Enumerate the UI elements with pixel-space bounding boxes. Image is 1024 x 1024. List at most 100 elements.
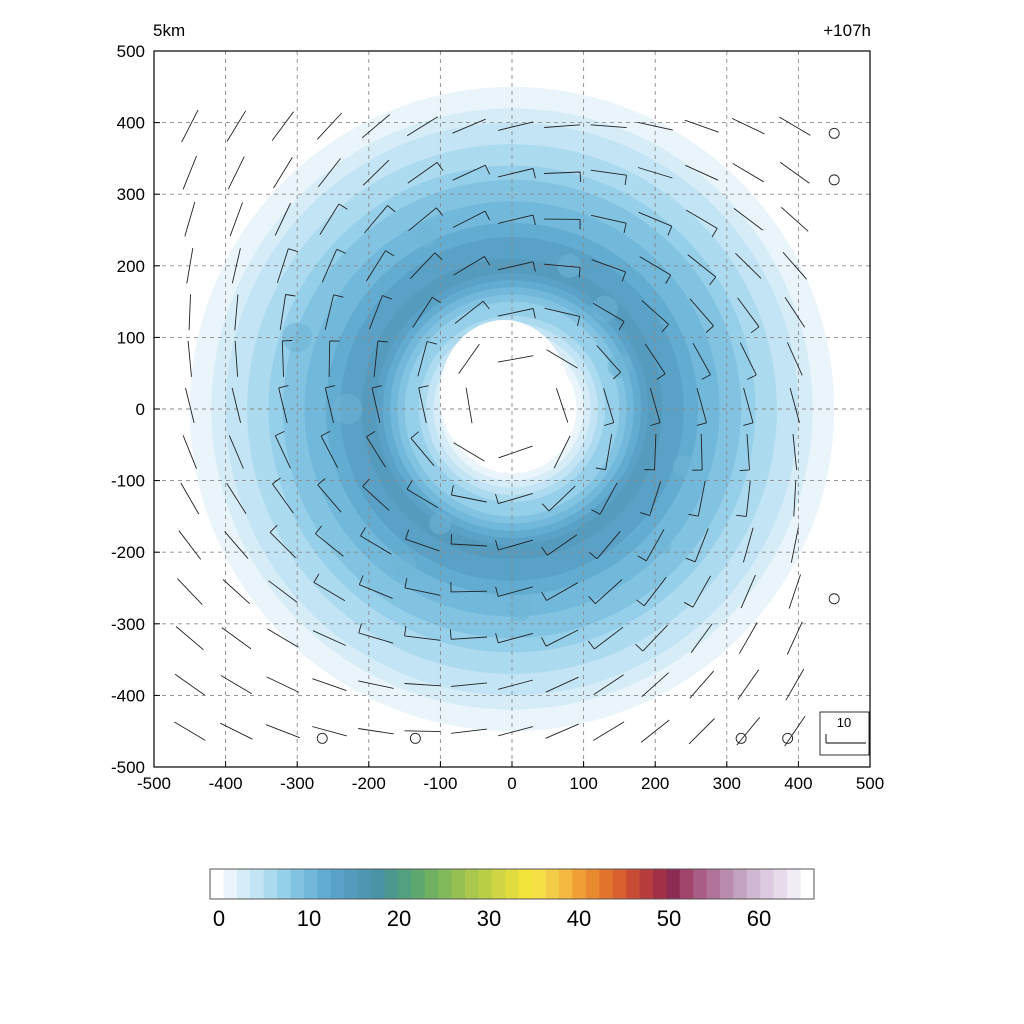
wind-barb [224, 531, 249, 559]
x-tick-label: 200 [641, 774, 669, 793]
wind-barb [273, 157, 293, 189]
wind-barb [408, 207, 444, 232]
wind-barb [409, 252, 443, 280]
wind-barb [313, 573, 346, 602]
wind-barb [591, 482, 618, 515]
wind-barb [373, 340, 388, 377]
wind-barb [267, 628, 299, 648]
wind-barb [412, 296, 441, 328]
wind-barb [319, 203, 348, 235]
field-patch [282, 322, 313, 353]
wind-barb [497, 261, 536, 272]
colorbar-swatch [277, 869, 292, 899]
plot-area [153, 50, 871, 768]
wind-barb [358, 680, 394, 689]
wind-barb [321, 248, 346, 283]
wind-barb [498, 726, 534, 737]
wind-barb [405, 529, 440, 552]
wind-barb [404, 578, 441, 596]
wind-barb [231, 387, 242, 424]
calm-marker [316, 732, 328, 744]
wind-barb [274, 202, 292, 236]
wind-barb [182, 435, 197, 469]
wind-barb [638, 211, 673, 236]
colorbar-swatch [344, 869, 359, 899]
colorbar-swatch [666, 869, 681, 899]
colorbar-tick-label: 20 [387, 906, 411, 931]
wind-reference-label: 10 [837, 715, 851, 730]
wind-barb [739, 342, 757, 380]
wind-barb [732, 163, 765, 183]
colorbar-swatch [639, 869, 654, 899]
wind-barb [781, 206, 809, 232]
wind-barb [541, 534, 578, 556]
colorbar-tick-label: 10 [297, 906, 321, 931]
y-tick-label: -400 [111, 686, 145, 705]
wind-barb [229, 202, 244, 237]
wind-barb [495, 632, 534, 644]
colorbar-swatch [263, 869, 278, 899]
wind-barb [784, 716, 806, 747]
wind-barb [793, 480, 797, 517]
calm-marker [828, 593, 840, 605]
wind-barb [404, 683, 441, 687]
wind-barb [234, 294, 239, 331]
colorbar-swatch [572, 869, 587, 899]
wind-barb [637, 121, 673, 131]
wind-barb [555, 388, 569, 423]
calm-marker [409, 732, 421, 744]
wind-barb [176, 578, 203, 605]
wind-barb [779, 161, 810, 184]
wind-barb [740, 574, 756, 609]
colorbar-swatch [693, 869, 708, 899]
colorbar-swatch [411, 869, 426, 899]
colorbar-swatch [679, 869, 694, 899]
wind-barb [369, 295, 392, 330]
wind-barb [590, 124, 627, 129]
wind-barb [360, 527, 392, 555]
wind-barb [587, 626, 624, 650]
chart-title-right: +107h [823, 21, 871, 40]
wind-barb [358, 623, 394, 644]
colorbar-swatch [317, 869, 332, 899]
wind-barb [495, 539, 534, 551]
chart-title-left: 5km [153, 21, 185, 40]
wind-barb [644, 433, 657, 471]
colorbar-swatch [371, 869, 386, 899]
colorbar-swatch [612, 869, 627, 899]
wind-barb [452, 210, 491, 228]
wind-barb [361, 114, 390, 139]
wind-barb [454, 300, 490, 324]
y-tick-label: 400 [117, 114, 145, 133]
wind-barb [226, 110, 247, 142]
wind-barb [591, 259, 627, 282]
wind-barb [182, 155, 197, 190]
wind-barb [311, 726, 347, 737]
wind-barb [641, 672, 669, 698]
calm-marker [828, 174, 840, 186]
field-patch [507, 597, 532, 622]
x-tick-label: 300 [713, 774, 741, 793]
wind-barbs [174, 109, 811, 747]
wind-barb [174, 673, 205, 696]
wind-barb [328, 340, 340, 377]
wind-barb [178, 530, 202, 560]
wind-barb [497, 214, 536, 226]
wind-barb [180, 482, 200, 515]
wind-barb [731, 117, 765, 135]
colorbar-swatch [505, 869, 520, 899]
wind-barb [596, 345, 621, 380]
wind-barb [410, 431, 435, 467]
wind-barb [317, 477, 342, 513]
wind-barb [784, 297, 806, 328]
wind-barb [272, 477, 294, 514]
intensity-field [175, 72, 849, 746]
wind-barb [453, 256, 490, 276]
wind-barb [221, 627, 252, 650]
colorbar-swatch [787, 869, 802, 899]
wind-barb [278, 385, 289, 424]
wind-barb [595, 434, 613, 471]
wind-barb [789, 387, 800, 423]
wind-barb [184, 201, 196, 237]
wind-barb [541, 582, 579, 601]
